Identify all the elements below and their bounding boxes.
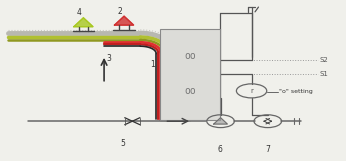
Text: "o" setting: "o" setting	[279, 90, 313, 95]
Bar	[160, 29, 220, 120]
Text: S2: S2	[319, 57, 328, 63]
Text: 1: 1	[151, 60, 155, 69]
Text: 2: 2	[118, 7, 122, 16]
Text: oo: oo	[184, 51, 196, 61]
Text: 5: 5	[121, 139, 126, 148]
Text: 6: 6	[217, 145, 222, 154]
Text: oo: oo	[184, 86, 196, 96]
Text: r: r	[250, 88, 253, 94]
Text: 7: 7	[265, 145, 270, 154]
Text: S1: S1	[319, 71, 328, 77]
Text: 3: 3	[107, 54, 112, 63]
Polygon shape	[115, 16, 134, 25]
Polygon shape	[214, 118, 227, 124]
Polygon shape	[74, 18, 93, 27]
Text: 4: 4	[77, 8, 82, 17]
